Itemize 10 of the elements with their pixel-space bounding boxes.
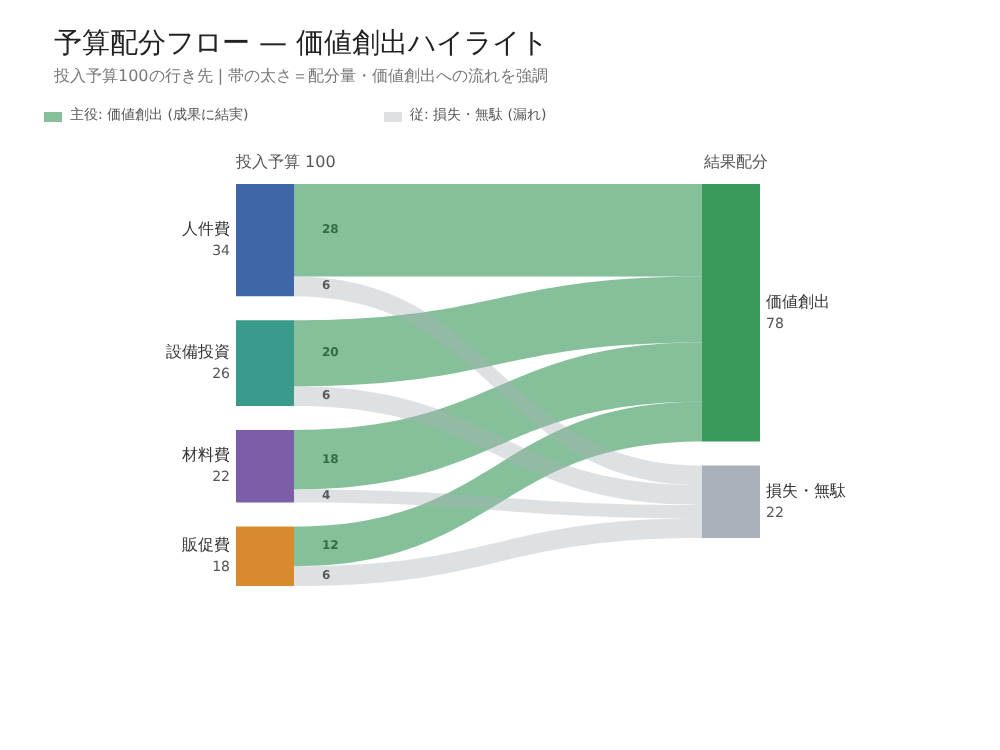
category-label: 販促費 [182, 536, 230, 555]
text: 予算配分フロー — 価値創出ハイライト [54, 28, 548, 60]
category-label: 材料費 [180, 446, 230, 465]
category-label: 人件費 [182, 220, 230, 239]
text: 損失・無駄 [766, 481, 846, 500]
text: 価値創出 [766, 292, 830, 311]
text: 投入予算 100 [234, 153, 336, 171]
category-label: 設備投資 [166, 343, 230, 362]
text: 結果配分 [702, 153, 768, 171]
text: 投入予算100の行き先 | 帯の太さ＝配分量・価値創出への流れを強調 [52, 67, 549, 85]
